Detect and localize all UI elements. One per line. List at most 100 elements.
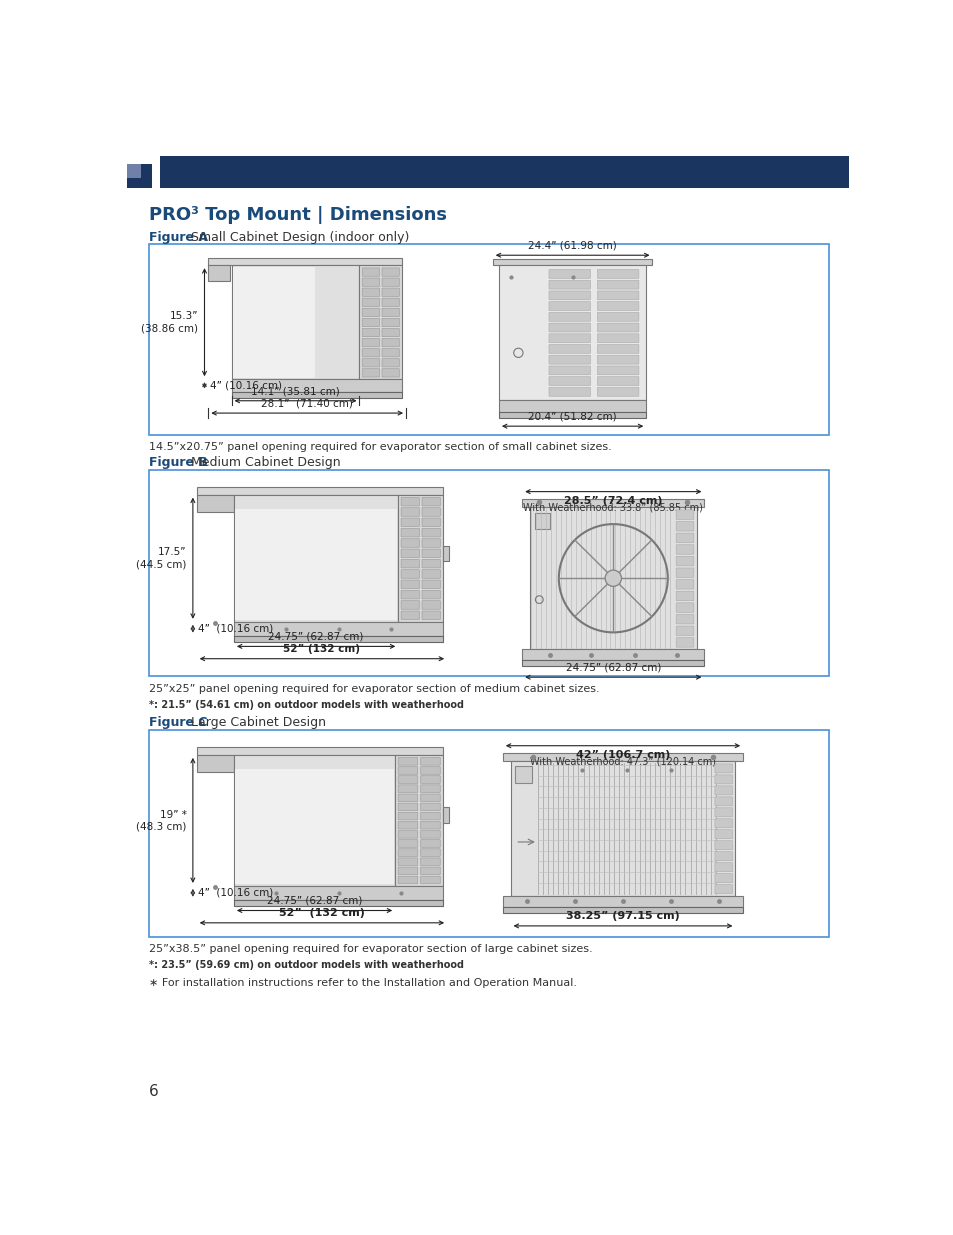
FancyBboxPatch shape (362, 288, 379, 296)
FancyBboxPatch shape (397, 848, 417, 856)
Text: ∗ For installation instructions refer to the Installation and Operation Manual.: ∗ For installation instructions refer to… (149, 978, 577, 988)
FancyBboxPatch shape (548, 324, 590, 332)
FancyBboxPatch shape (362, 268, 379, 277)
Bar (208, 266, 230, 280)
FancyBboxPatch shape (362, 278, 379, 287)
FancyBboxPatch shape (676, 603, 693, 613)
FancyBboxPatch shape (381, 268, 399, 277)
FancyBboxPatch shape (421, 550, 440, 557)
FancyBboxPatch shape (420, 858, 439, 866)
Text: PRO³ Top Mount | Dimensions: PRO³ Top Mount | Dimensions (149, 206, 446, 224)
Text: *: 23.5” (59.69 cm) on outdoor models with weatherhood: *: 23.5” (59.69 cm) on outdoor models wi… (149, 960, 463, 969)
Text: With Weatherhood: 47.3” (120.14 cm): With Weatherhood: 47.3” (120.14 cm) (530, 757, 716, 767)
Bar (493, 259, 652, 266)
Text: 52” (132 cm): 52” (132 cm) (283, 645, 360, 655)
FancyBboxPatch shape (676, 579, 693, 589)
FancyBboxPatch shape (676, 592, 693, 600)
Bar (127, 163, 152, 188)
Bar (232, 391, 402, 398)
FancyBboxPatch shape (597, 356, 639, 364)
FancyBboxPatch shape (597, 333, 639, 342)
FancyBboxPatch shape (381, 309, 399, 316)
FancyBboxPatch shape (381, 369, 399, 377)
Bar (498, 266, 645, 400)
FancyBboxPatch shape (548, 345, 590, 353)
FancyBboxPatch shape (676, 521, 693, 531)
Text: 19” *
(48.3 cm): 19” * (48.3 cm) (136, 810, 187, 831)
FancyBboxPatch shape (676, 534, 693, 542)
Bar (521, 661, 703, 667)
Bar (196, 755, 233, 772)
FancyBboxPatch shape (714, 830, 732, 839)
FancyBboxPatch shape (548, 312, 590, 321)
Text: 25”x38.5” panel opening required for evaporator section of large cabinet sizes.: 25”x38.5” panel opening required for eva… (149, 945, 592, 955)
FancyBboxPatch shape (548, 366, 590, 374)
FancyBboxPatch shape (421, 590, 440, 599)
Bar (208, 258, 402, 266)
FancyBboxPatch shape (676, 510, 693, 520)
Bar (127, 164, 141, 178)
Text: 17.5”
(44.5 cm): 17.5” (44.5 cm) (136, 547, 187, 569)
Text: 4” (10.16 cm): 4” (10.16 cm) (210, 380, 282, 390)
FancyBboxPatch shape (714, 764, 732, 773)
FancyBboxPatch shape (362, 348, 379, 357)
FancyBboxPatch shape (381, 338, 399, 347)
Bar (233, 621, 443, 636)
FancyBboxPatch shape (381, 348, 399, 357)
FancyBboxPatch shape (714, 884, 732, 894)
FancyBboxPatch shape (397, 776, 417, 783)
FancyBboxPatch shape (548, 388, 590, 396)
Bar (502, 906, 742, 913)
Bar (502, 753, 742, 761)
FancyBboxPatch shape (597, 280, 639, 289)
Text: 24.75” (62.87 cm): 24.75” (62.87 cm) (267, 895, 362, 906)
FancyBboxPatch shape (381, 358, 399, 367)
Bar (498, 400, 645, 412)
FancyBboxPatch shape (548, 301, 590, 310)
FancyBboxPatch shape (400, 538, 419, 547)
FancyBboxPatch shape (548, 291, 590, 300)
FancyBboxPatch shape (420, 867, 439, 874)
FancyBboxPatch shape (420, 803, 439, 810)
Bar (149, 243, 828, 435)
FancyBboxPatch shape (400, 517, 419, 526)
Text: 52”  (132 cm): 52” (132 cm) (278, 908, 364, 918)
FancyBboxPatch shape (400, 550, 419, 557)
FancyBboxPatch shape (397, 867, 417, 874)
Text: 24.75” (62.87 cm): 24.75” (62.87 cm) (565, 662, 660, 673)
FancyBboxPatch shape (420, 840, 439, 847)
FancyBboxPatch shape (714, 873, 732, 883)
FancyBboxPatch shape (397, 803, 417, 810)
FancyBboxPatch shape (362, 309, 379, 316)
FancyBboxPatch shape (676, 545, 693, 555)
Text: 20.4” (51.82 cm): 20.4” (51.82 cm) (528, 411, 617, 421)
FancyBboxPatch shape (714, 863, 732, 872)
FancyBboxPatch shape (397, 767, 417, 774)
FancyBboxPatch shape (381, 319, 399, 326)
Text: 24.75” (62.87 cm): 24.75” (62.87 cm) (268, 632, 363, 642)
FancyBboxPatch shape (400, 590, 419, 599)
FancyBboxPatch shape (400, 508, 419, 516)
Text: 4”  (10.16 cm): 4” (10.16 cm) (198, 624, 274, 634)
FancyBboxPatch shape (548, 356, 590, 364)
FancyBboxPatch shape (597, 345, 639, 353)
FancyBboxPatch shape (597, 312, 639, 321)
Bar (232, 266, 359, 379)
FancyBboxPatch shape (381, 288, 399, 296)
FancyBboxPatch shape (597, 388, 639, 396)
Bar (521, 650, 703, 661)
FancyBboxPatch shape (421, 538, 440, 547)
FancyBboxPatch shape (548, 269, 590, 278)
FancyBboxPatch shape (714, 819, 732, 827)
Text: 38.25” (97.15 cm): 38.25” (97.15 cm) (565, 911, 679, 921)
FancyBboxPatch shape (420, 794, 439, 802)
FancyBboxPatch shape (421, 600, 440, 609)
FancyBboxPatch shape (420, 776, 439, 783)
Text: 15.3”
(38.86 cm): 15.3” (38.86 cm) (141, 311, 198, 333)
FancyBboxPatch shape (676, 626, 693, 636)
FancyBboxPatch shape (421, 498, 440, 506)
Bar (235, 509, 396, 620)
FancyBboxPatch shape (362, 298, 379, 306)
FancyBboxPatch shape (714, 774, 732, 784)
FancyBboxPatch shape (397, 830, 417, 839)
